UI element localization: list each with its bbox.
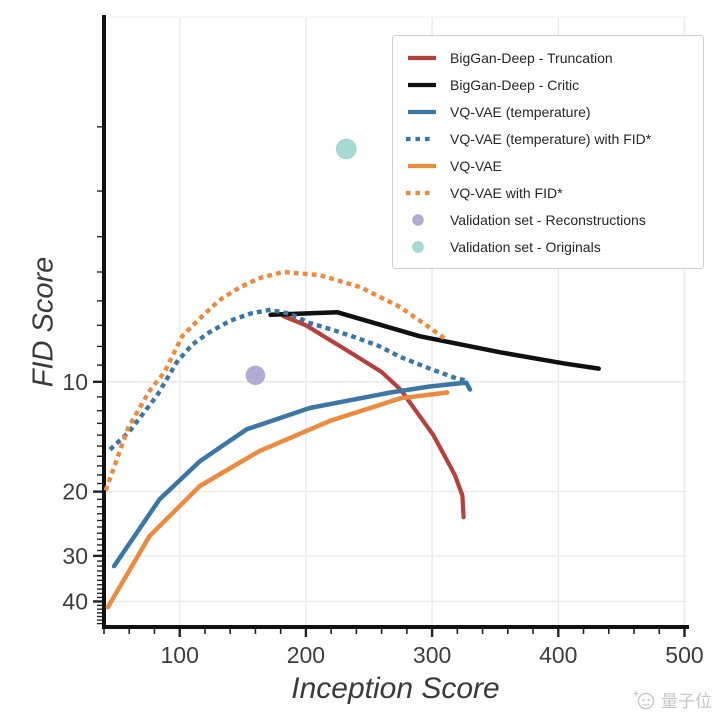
y-tick-label: 40 — [62, 588, 88, 614]
legend-item-vqvae: VQ-VAE — [405, 152, 693, 179]
series-vq-vae-temperature — [111, 380, 473, 569]
legend-swatch-black-line — [405, 78, 441, 92]
legend-swatch-orange-dotted — [405, 186, 441, 200]
legend-swatch-orange-line — [405, 159, 441, 173]
legend-swatch-blue-dotted — [405, 132, 441, 146]
axis-ticks — [93, 126, 686, 637]
x-tick-label: 200 — [287, 642, 325, 668]
y-tick-label: 10 — [62, 369, 88, 395]
axes-spines — [102, 15, 689, 629]
legend-item-biggan-critic: BigGan-Deep - Critic — [405, 71, 693, 98]
x-tick-label: 100 — [161, 642, 199, 668]
y-tick-label: 30 — [62, 543, 88, 569]
y-axis-title: FID Score — [27, 256, 60, 388]
legend-swatch-red-line — [405, 51, 441, 65]
legend-item-vqvae-temperature-fid: VQ-VAE (temperature) with FID* — [405, 125, 693, 152]
x-tick-label: 300 — [413, 642, 451, 668]
legend-swatch-teal-dot — [405, 240, 441, 254]
legend-item-vqvae-temperature: VQ-VAE (temperature) — [405, 98, 693, 125]
x-tick-label: 400 — [539, 642, 577, 668]
watermark-text: 量子位 — [661, 692, 712, 711]
legend-swatch-blue-line — [405, 105, 441, 119]
series-biggan-deep-truncation — [281, 313, 466, 520]
legend-item-validation-reconstructions: Validation set - Reconstructions — [405, 206, 693, 233]
legend-swatch-purple-dot — [405, 213, 441, 227]
series-biggan-deep-critic — [268, 310, 601, 371]
legend-item-vqvae-fid: VQ-VAE with FID* — [405, 179, 693, 206]
legend: BigGan-Deep - Truncation BigGan-Deep - C… — [392, 35, 704, 269]
series-validation-set-originals — [335, 138, 357, 160]
qbitai-logo-icon — [632, 689, 655, 709]
tick-labels: 100 200 300 400 500 10 20 30 40 — [62, 369, 703, 668]
series-validation-set-reconstructions — [245, 365, 266, 386]
legend-item-validation-originals: Validation set - Originals — [405, 233, 693, 260]
y-tick-label: 20 — [62, 479, 88, 505]
x-tick-label: 500 — [665, 642, 703, 668]
series-vq-vae — [105, 390, 450, 610]
series-vq-vae-temperature-with-fid — [108, 307, 471, 452]
watermark: 量子位 — [632, 687, 712, 712]
data-point-validation-set-originals — [335, 138, 357, 160]
legend-item-biggan-truncation: BigGan-Deep - Truncation — [405, 44, 693, 71]
data-point-validation-set-reconstructions — [245, 365, 266, 386]
x-axis-title: Inception Score — [291, 672, 500, 705]
series-vq-vae-with-fid — [103, 269, 451, 492]
